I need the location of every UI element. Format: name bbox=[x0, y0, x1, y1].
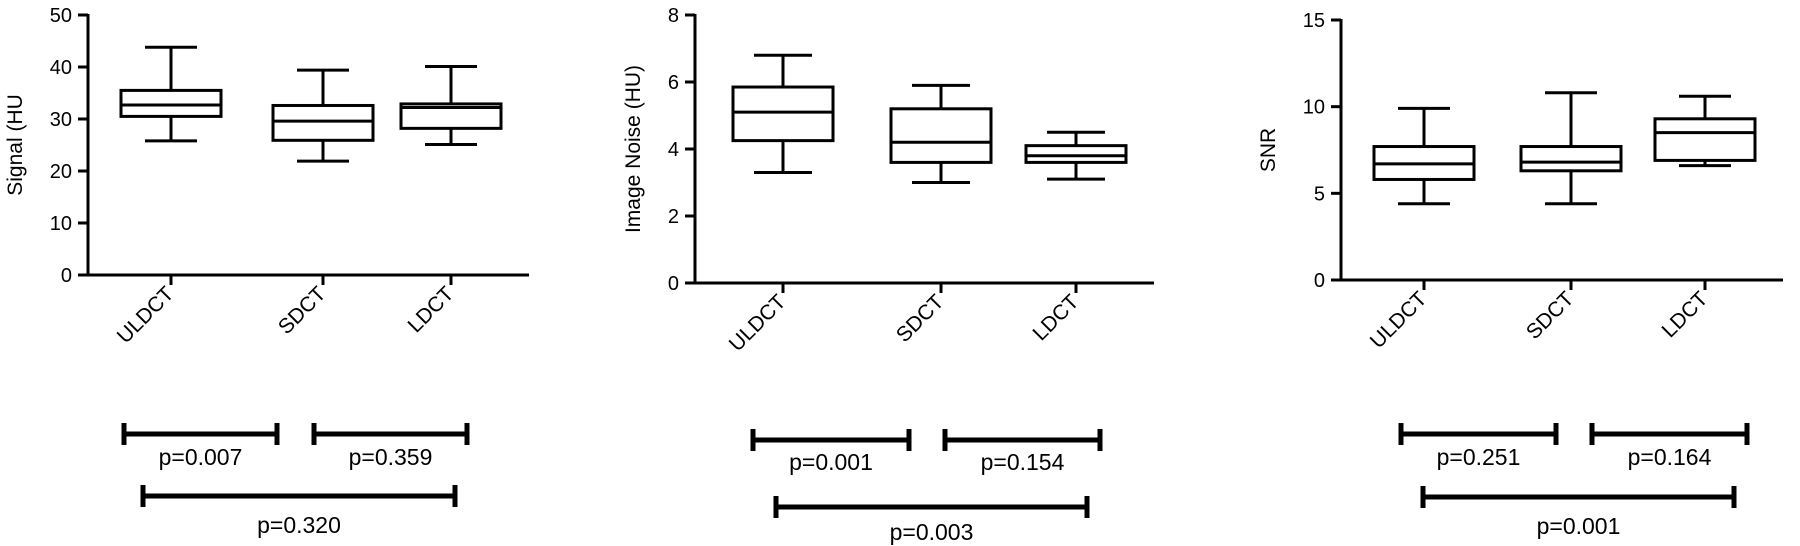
x-tick-label: SDCT bbox=[892, 290, 949, 347]
x-tick-label: ULDCT bbox=[113, 282, 179, 348]
y-tick-label: 15 bbox=[1303, 10, 1325, 32]
comparison-bracket: p=0.003 bbox=[773, 496, 1090, 545]
y-tick-label: 10 bbox=[50, 213, 72, 235]
iqr-box bbox=[889, 107, 993, 164]
iqr-box bbox=[1519, 145, 1623, 173]
y-tick-label: 0 bbox=[1314, 270, 1325, 292]
box-sdct bbox=[1519, 91, 1623, 206]
x-tick-label: LDCT bbox=[403, 282, 458, 337]
y-axis-title: Signal (HU bbox=[4, 94, 27, 196]
chart-panel-2: 0 2 4 6 8 Image Noise (HU) ULDCT SDCT LDCT p=0.00… bbox=[622, 5, 1154, 545]
y-tick-label: 40 bbox=[50, 57, 72, 79]
comparison-bracket: p=0.007 bbox=[121, 423, 280, 470]
p-value-label: p=0.251 bbox=[1437, 444, 1521, 470]
y-tick-label: 0 bbox=[668, 273, 679, 295]
y-tick-label: 50 bbox=[50, 5, 72, 27]
x-tick-label: LDCT bbox=[1657, 287, 1712, 342]
comparison-bracket: p=0.154 bbox=[942, 429, 1103, 475]
y-tick-label: 10 bbox=[1303, 97, 1325, 119]
comparison-bracket: p=0.001 bbox=[750, 429, 912, 475]
box-uldct bbox=[731, 53, 835, 174]
comparison-bracket: p=0.251 bbox=[1398, 423, 1559, 470]
x-tick-label: ULDCT bbox=[725, 290, 791, 356]
comparison-bracket: p=0.359 bbox=[311, 423, 470, 470]
comparison-bracket: p=0.001 bbox=[1420, 486, 1737, 539]
x-tick-label: SDCT bbox=[1522, 287, 1579, 344]
p-value-label: p=0.001 bbox=[789, 449, 873, 475]
p-value-label: p=0.154 bbox=[981, 449, 1065, 475]
chart-panel-1: 0 10 20 30 40 50 Signal (HU ULDCT SDCT LDCT p=0.00… bbox=[4, 5, 529, 538]
box-uldct bbox=[1372, 106, 1476, 206]
y-axis-title: Image Noise (HU) bbox=[622, 65, 645, 233]
box-ldct bbox=[399, 64, 503, 146]
iqr-box bbox=[731, 85, 835, 143]
x-tick-label: LDCT bbox=[1028, 290, 1083, 345]
y-tick-label: 20 bbox=[50, 161, 72, 183]
p-value-label: p=0.007 bbox=[159, 444, 243, 470]
p-value-label: p=0.003 bbox=[890, 519, 974, 545]
y-tick-label: 4 bbox=[668, 139, 679, 161]
box-uldct bbox=[119, 45, 223, 143]
chart-panel-3: 0 5 10 15 SNR ULDCT SDCT LDCT p=0.251 p=0.164 p=0.… bbox=[1257, 10, 1783, 539]
x-tick-label: ULDCT bbox=[1366, 287, 1432, 353]
box-ldct bbox=[1653, 94, 1757, 168]
iqr-box bbox=[1024, 144, 1128, 164]
box-ldct bbox=[1024, 130, 1128, 181]
y-tick-label: 8 bbox=[668, 5, 679, 27]
y-tick-label: 2 bbox=[668, 206, 679, 228]
box-sdct bbox=[889, 83, 993, 184]
y-tick-label: 0 bbox=[61, 265, 72, 287]
p-value-label: p=0.320 bbox=[257, 512, 341, 538]
y-tick-label: 5 bbox=[1314, 183, 1325, 205]
comparison-bracket: p=0.320 bbox=[140, 485, 458, 538]
iqr-box bbox=[1653, 117, 1757, 162]
iqr-box bbox=[119, 88, 223, 118]
x-tick-label: SDCT bbox=[274, 282, 331, 339]
p-value-label: p=0.359 bbox=[349, 444, 433, 470]
comparison-bracket: p=0.164 bbox=[1589, 423, 1750, 470]
iqr-box bbox=[271, 103, 375, 142]
y-axis-title: SNR bbox=[1257, 128, 1280, 172]
y-tick-label: 30 bbox=[50, 109, 72, 131]
p-value-label: p=0.164 bbox=[1628, 444, 1712, 470]
box-sdct bbox=[271, 68, 375, 163]
p-value-label: p=0.001 bbox=[1537, 513, 1621, 539]
y-tick-label: 6 bbox=[668, 72, 679, 94]
